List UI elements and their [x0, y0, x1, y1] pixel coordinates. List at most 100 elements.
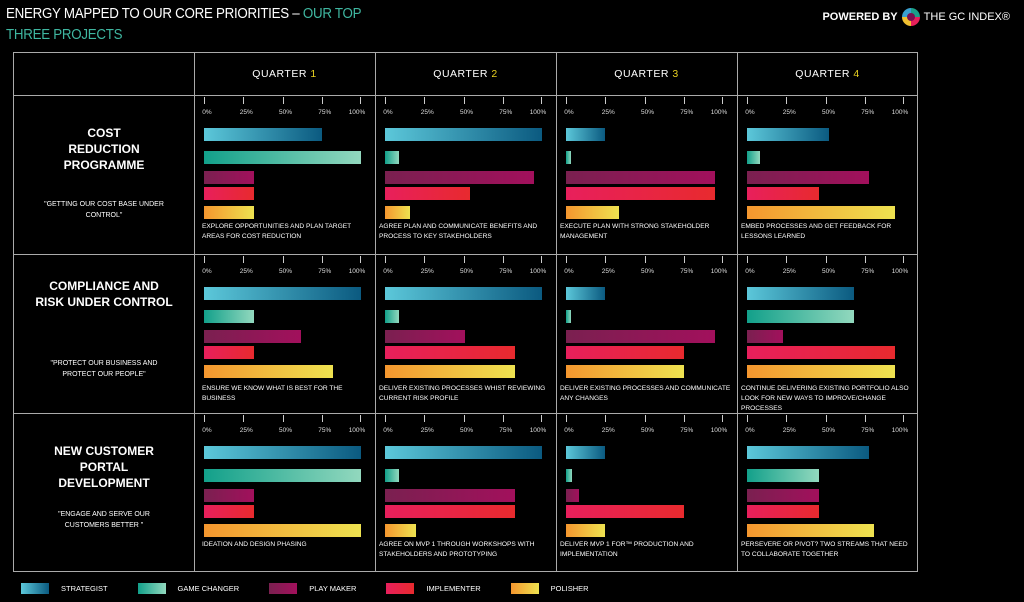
axis-tick-label: 100%: [710, 268, 728, 275]
bar-play-maker: [385, 330, 466, 343]
bar-play-maker: [566, 489, 579, 502]
quarter-description: CONTINUE DELIVERING EXISTING PORTFOLIO A…: [741, 385, 909, 412]
bar-game-changer: [566, 469, 573, 482]
axis-tick: [825, 97, 827, 104]
axis-tick-label: 100%: [710, 109, 728, 116]
bar-strategist: [204, 446, 361, 459]
bar-game-changer: [747, 151, 760, 164]
axis-tick: [683, 256, 685, 263]
axis-tick: [463, 256, 465, 263]
bar-strategist: [204, 287, 361, 300]
axis-tick: [566, 97, 567, 104]
quarter-description: EXPLORE OPPORTUNITIES AND PLAN TARGET AR…: [202, 223, 352, 240]
axis-tick: [541, 97, 542, 104]
row-divider: [14, 254, 917, 255]
axis-tick-label: 25%: [420, 427, 434, 434]
gc-index-logo-icon: [901, 8, 920, 26]
column-divider: [737, 53, 738, 571]
axis-tick-label: 25%: [239, 109, 253, 116]
axis-tick-label: 75%: [318, 109, 332, 116]
quarter-description: DELIVER EXISTING PROCESSES AND COMMUNICA…: [560, 385, 731, 402]
quarter-number: 2: [491, 68, 498, 80]
quarter-description: AGREE PLAN AND COMMUNICATE BENEFITS AND …: [379, 223, 538, 240]
axis-tick-label: 100%: [710, 427, 728, 434]
project-label: COMPLIANCE AND RISK UNDER CONTROL "PROTEC…: [14, 254, 194, 413]
axis-tick: [204, 415, 205, 422]
axis-tick-label: 25%: [420, 268, 434, 275]
axis-tick-label: 25%: [420, 109, 434, 116]
axis-tick-label: 50%: [459, 427, 474, 434]
quarter-cell: 0% 25% 50% 75% 100% IDEATION AND DESIGN PHASI…: [194, 413, 375, 572]
bar-game-changer: [204, 151, 361, 164]
quarter-cell: 0% 25% 50% 75% 100% DELIVER EXISTING PROCESSE…: [375, 254, 556, 413]
axis-tick-label: 75%: [861, 109, 875, 116]
axis-tick: [605, 256, 607, 263]
axis-tick: [605, 415, 607, 422]
bar-strategist: [747, 446, 870, 459]
axis-tick: [786, 415, 788, 422]
bar-implementer: [204, 505, 255, 518]
bar-implementer: [747, 187, 820, 200]
quarter-description: PERSEVERE OR PIVOT? TWO STREAMS THAT NEE…: [741, 541, 908, 558]
axis-tick: [541, 415, 542, 422]
axis-tick-label: 75%: [499, 427, 513, 434]
axis-tick: [502, 97, 504, 104]
quarter-header: QUARTER 1: [194, 53, 375, 95]
axis-tick-label: 100%: [891, 109, 909, 116]
axis-tick-label: 75%: [861, 268, 875, 275]
bar-polisher: [747, 206, 895, 219]
quarter-description: IDEATION AND DESIGN PHASING: [202, 541, 307, 548]
axis-tick-label: 25%: [782, 427, 796, 434]
quarter-cell: 0% 25% 50% 75% 100% DELIVER MVP 1 FOR™ PRODUC…: [556, 413, 737, 572]
axis-tick-label: 25%: [239, 427, 253, 434]
axis-tick: [747, 256, 748, 263]
axis-tick: [502, 415, 504, 422]
axis-tick-label: 50%: [640, 268, 655, 275]
axis-tick-label: 50%: [278, 109, 293, 116]
quarter-cell: 0% 25% 50% 75% 100% AGREE PLAN AND COMMUNICAT…: [375, 95, 556, 254]
quarter-cell: 0% 25% 50% 75% 100% EXECUTE PLAN WITH STRONG …: [556, 95, 737, 254]
project-name: NEW CUSTOMER PORTAL DEVELOPMENT: [54, 444, 154, 490]
bar-implementer: [747, 346, 895, 359]
bar-game-changer: [385, 469, 400, 482]
bar-implementer: [566, 505, 684, 518]
powered-by: POWERED BY THE GC INDEX®: [822, 8, 1010, 26]
axis-tick-label: 50%: [821, 268, 836, 275]
bar-implementer: [566, 187, 716, 200]
legend-swatch: [21, 583, 49, 594]
bar-implementer: [566, 346, 684, 359]
row-divider: [14, 413, 917, 414]
quarter-cell: 0% 25% 50% 75% 100% CONTINUE DELIVERING EXIST…: [737, 254, 918, 413]
bar-polisher: [204, 206, 255, 219]
title-accent: OUR TOP: [302, 6, 362, 22]
axis-tick: [360, 415, 361, 422]
quarter-header: QUARTER 4: [737, 53, 918, 95]
column-divider: [556, 53, 557, 571]
axis-tick-label: 0%: [564, 268, 574, 275]
quarter-label: QUARTER: [614, 68, 673, 80]
axis-tick: [747, 97, 748, 104]
axis-tick-label: 75%: [680, 427, 694, 434]
axis-tick: [463, 97, 465, 104]
bar-polisher: [566, 524, 606, 537]
axis-tick: [864, 415, 866, 422]
axis-tick-label: 75%: [680, 109, 694, 116]
bar-game-changer: [747, 310, 854, 323]
title-main: ENERGY MAPPED TO OUR CORE PRIORITIES –: [6, 6, 303, 22]
axis-tick-label: 0%: [202, 109, 212, 116]
axis-tick: [644, 97, 646, 104]
project-quote: "PROTECT OUR BUSINESS AND PROTECT OUR PE…: [50, 360, 158, 378]
bar-implementer: [747, 505, 820, 518]
axis-tick-label: 100%: [348, 427, 366, 434]
axis-tick-label: 0%: [202, 427, 212, 434]
bar-game-changer: [385, 151, 400, 164]
axis-tick: [204, 97, 205, 104]
axis-tick: [243, 256, 245, 263]
quarter-cell: 0% 25% 50% 75% 100% EMBED PROCESSES AND GET F…: [737, 95, 918, 254]
axis-tick: [424, 415, 426, 422]
bar-play-maker: [747, 171, 870, 184]
legend-label: IMPLEMENTER: [426, 584, 481, 593]
axis-tick-label: 25%: [782, 109, 796, 116]
axis-tick: [722, 97, 723, 104]
project-label: COST REDUCTION PROGRAMME "GETTING OUR COS…: [14, 95, 194, 254]
